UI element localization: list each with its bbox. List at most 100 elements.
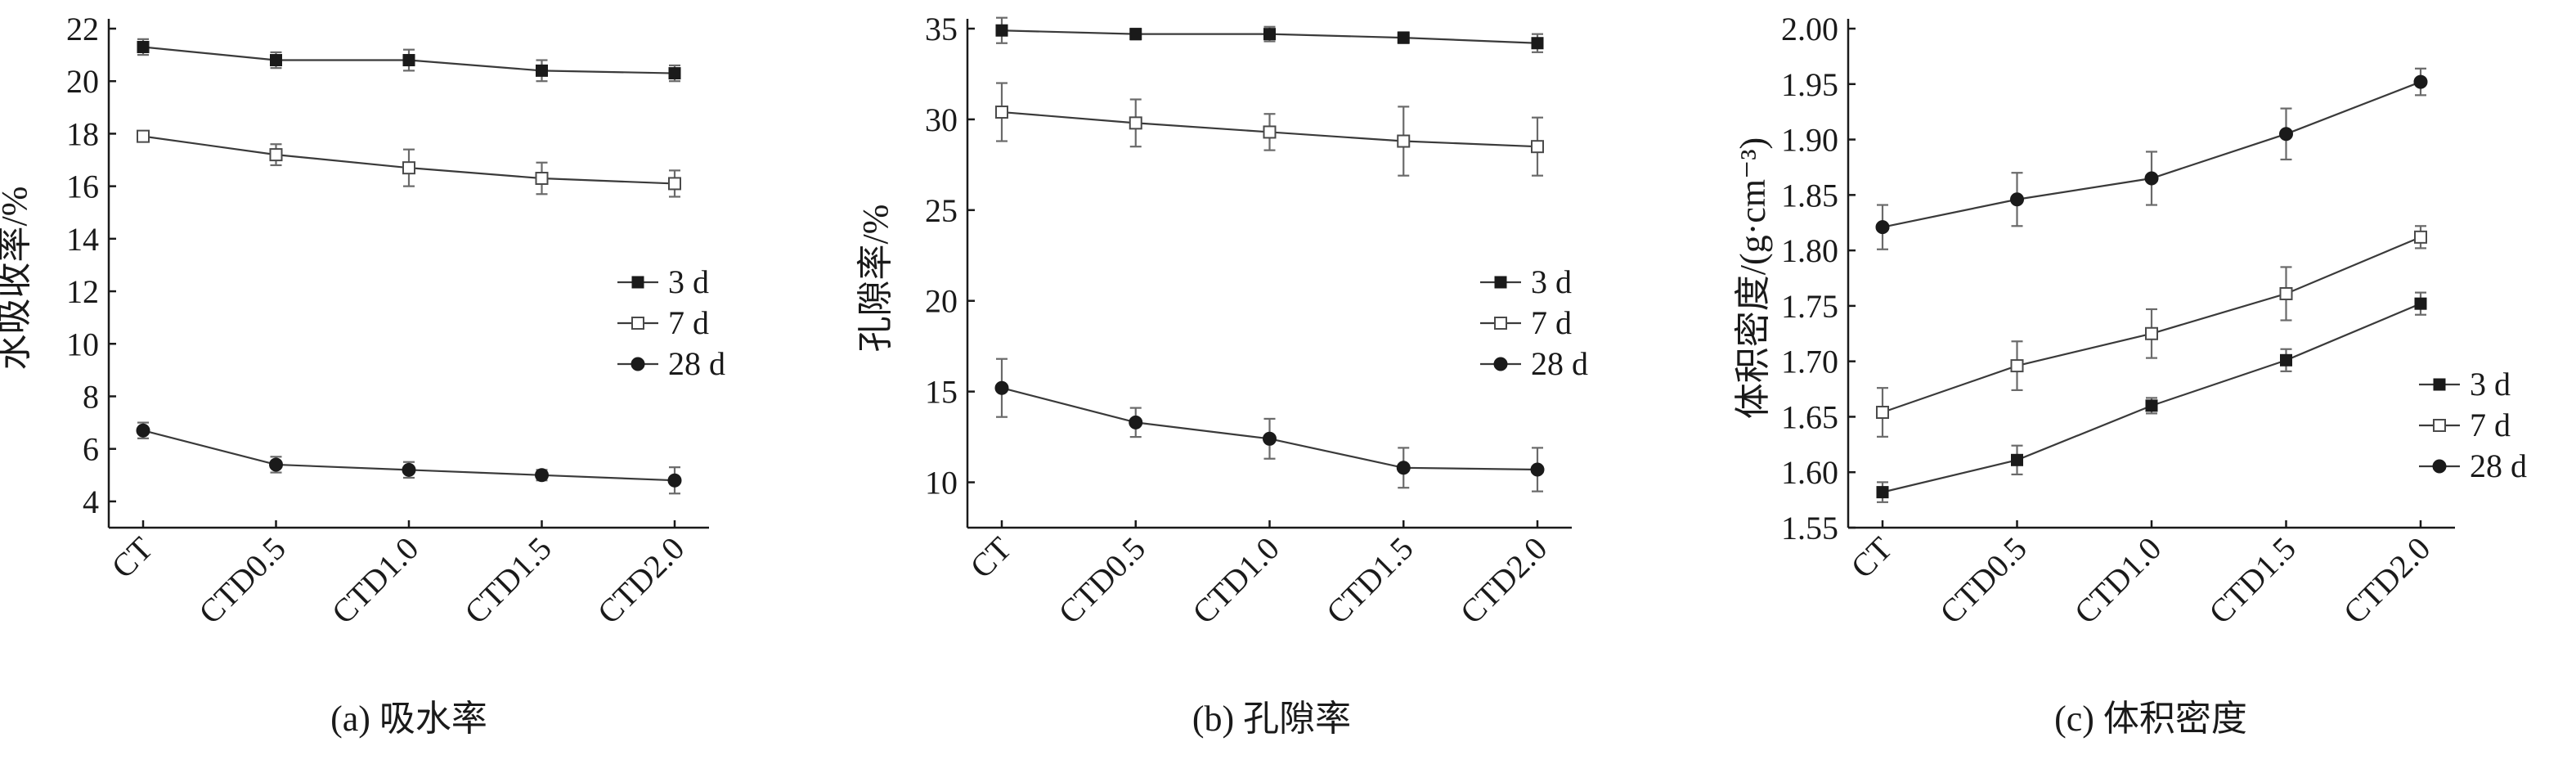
- y-tick-label: 1.80: [1781, 232, 1838, 269]
- y-tick-label: 30: [925, 101, 958, 138]
- x-tick-label: CTD1.5: [2201, 530, 2303, 632]
- series-2: [136, 421, 682, 495]
- y-tick-label: 10: [66, 326, 99, 362]
- legend-marker: [1493, 357, 1508, 371]
- chart-caption: (b) 孔隙率: [1192, 699, 1351, 739]
- data-point: [402, 54, 415, 67]
- x-tick-label: CTD1.0: [2067, 530, 2169, 632]
- x-tick-label: CTD0.5: [1051, 530, 1152, 632]
- data-point: [137, 129, 150, 143]
- series-0: [1876, 291, 2427, 503]
- legend: 3 d 7 d 28 d: [617, 263, 725, 382]
- y-tick-label: 15: [925, 374, 958, 411]
- legend-label: 3 d: [2470, 366, 2511, 402]
- legend-marker: [2433, 419, 2446, 432]
- series-0: [995, 16, 1544, 53]
- data-point: [2414, 230, 2427, 244]
- legend-marker: [1494, 276, 1507, 289]
- chart-caption: (c) 体积密度: [2054, 699, 2247, 739]
- y-tick-label: 1.70: [1781, 344, 1838, 380]
- data-point: [994, 380, 1009, 395]
- legend-marker: [2433, 378, 2446, 391]
- data-point: [1129, 415, 1143, 429]
- legend: 3 d 7 d 28 d: [1480, 263, 1588, 382]
- data-point: [995, 106, 1008, 119]
- data-point: [1129, 116, 1142, 130]
- data-point: [2280, 353, 2292, 367]
- y-tick-label: 25: [925, 192, 958, 229]
- chart-panel-0: 4 6 8 10 12 14 16 18 20 22 CT CTD0.5 CTD1.0 CTD1.5 CTD…: [0, 11, 725, 739]
- data-point: [1129, 28, 1142, 41]
- legend-label: 28 d: [2470, 447, 2527, 484]
- data-point: [1263, 125, 1277, 139]
- y-tick-label: 6: [83, 431, 99, 468]
- y-tick-label: 1.95: [1781, 66, 1838, 103]
- chart-panel-2: 1.55 1.60 1.65 1.70 1.75 1.80 1.85 1.90 1.95 2.00…: [1733, 11, 2527, 739]
- y-tick-label: 4: [83, 483, 99, 520]
- data-point: [402, 161, 415, 175]
- y-tick-label: 8: [83, 378, 99, 415]
- data-point: [269, 148, 283, 162]
- data-point: [1531, 37, 1544, 50]
- x-tick-label: CTD2.0: [590, 530, 692, 632]
- x-tick-label: CTD1.0: [325, 530, 426, 632]
- data-point: [1876, 486, 1889, 499]
- data-point: [269, 457, 283, 472]
- legend-label: 3 d: [668, 263, 709, 300]
- series-2: [994, 358, 1545, 492]
- x-tick-label: CTD1.5: [457, 530, 559, 632]
- data-point: [2144, 171, 2159, 186]
- series-1: [995, 82, 1544, 177]
- data-point: [668, 67, 681, 80]
- data-point: [1263, 431, 1277, 446]
- y-tick-label: 12: [66, 273, 99, 310]
- series-1: [137, 129, 681, 198]
- y-tick-label: 1.85: [1781, 177, 1838, 214]
- x-tick-label: CTD2.0: [1453, 530, 1555, 632]
- data-point: [270, 54, 282, 67]
- data-point: [2413, 74, 2428, 89]
- y-axis-title: 孔隙率/%: [855, 205, 895, 353]
- legend-marker: [2432, 459, 2447, 474]
- y-tick-label: 2.00: [1781, 11, 1838, 47]
- y-tick-label: 10: [925, 465, 958, 501]
- data-point: [536, 64, 548, 77]
- data-point: [136, 423, 150, 438]
- legend-label: 28 d: [1531, 345, 1588, 382]
- y-tick-label: 1.60: [1781, 454, 1838, 491]
- x-tick-label: CTD1.0: [1185, 530, 1286, 632]
- chart-panel-1: 10 15 20 25 30 35 CT CTD0.5 CTD1.0 CTD1.5 CTD2.0 孔隙…: [855, 11, 1588, 739]
- data-point: [1396, 461, 1411, 475]
- legend-label: 7 d: [668, 304, 709, 341]
- y-axis-title: 体积密度/(g·cm⁻³): [1733, 137, 1773, 419]
- data-point: [1531, 140, 1544, 154]
- y-tick-label: 1.90: [1781, 122, 1838, 159]
- data-point: [668, 177, 681, 191]
- legend: 3 d 7 d 28 d: [2419, 366, 2527, 484]
- legend-label: 7 d: [1531, 304, 1572, 341]
- y-tick-label: 35: [925, 11, 958, 47]
- x-tick-label: CT: [963, 530, 1018, 586]
- x-tick-label: CTD0.5: [1932, 530, 2034, 632]
- data-point: [1397, 134, 1411, 148]
- legend-label: 7 d: [2470, 407, 2511, 443]
- data-point: [2414, 297, 2427, 310]
- x-tick-label: CT: [104, 530, 159, 586]
- data-point: [137, 40, 150, 53]
- data-point: [2145, 326, 2158, 340]
- data-point: [2145, 399, 2158, 412]
- data-point: [1875, 220, 1890, 235]
- y-tick-label: 1.75: [1781, 288, 1838, 325]
- data-point: [402, 462, 416, 477]
- data-point: [2010, 192, 2024, 207]
- y-tick-label: 1.55: [1781, 510, 1838, 546]
- data-point: [1876, 406, 1889, 420]
- series-1: [1876, 225, 2427, 438]
- legend-marker: [631, 317, 644, 330]
- data-point: [2010, 359, 2024, 373]
- legend-marker: [631, 276, 644, 289]
- data-point: [2279, 286, 2293, 300]
- data-point: [995, 24, 1008, 37]
- x-tick-label: CTD0.5: [191, 530, 293, 632]
- data-point: [1397, 31, 1410, 44]
